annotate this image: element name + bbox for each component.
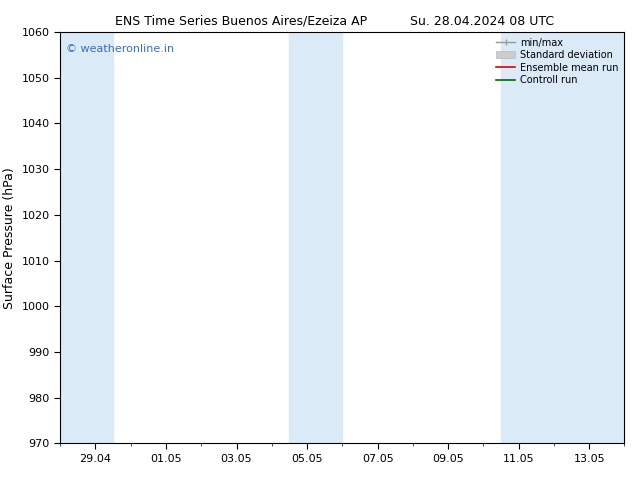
Y-axis label: Surface Pressure (hPa): Surface Pressure (hPa) [3,167,16,309]
Text: © weatheronline.in: © weatheronline.in [66,44,174,54]
Text: Su. 28.04.2024 08 UTC: Su. 28.04.2024 08 UTC [410,15,554,28]
Text: ENS Time Series Buenos Aires/Ezeiza AP: ENS Time Series Buenos Aires/Ezeiza AP [115,15,367,28]
Bar [501,32,624,443]
Bar [60,32,113,443]
Bar [290,32,342,443]
Legend: min/max, Standard deviation, Ensemble mean run, Controll run: min/max, Standard deviation, Ensemble me… [492,34,623,89]
